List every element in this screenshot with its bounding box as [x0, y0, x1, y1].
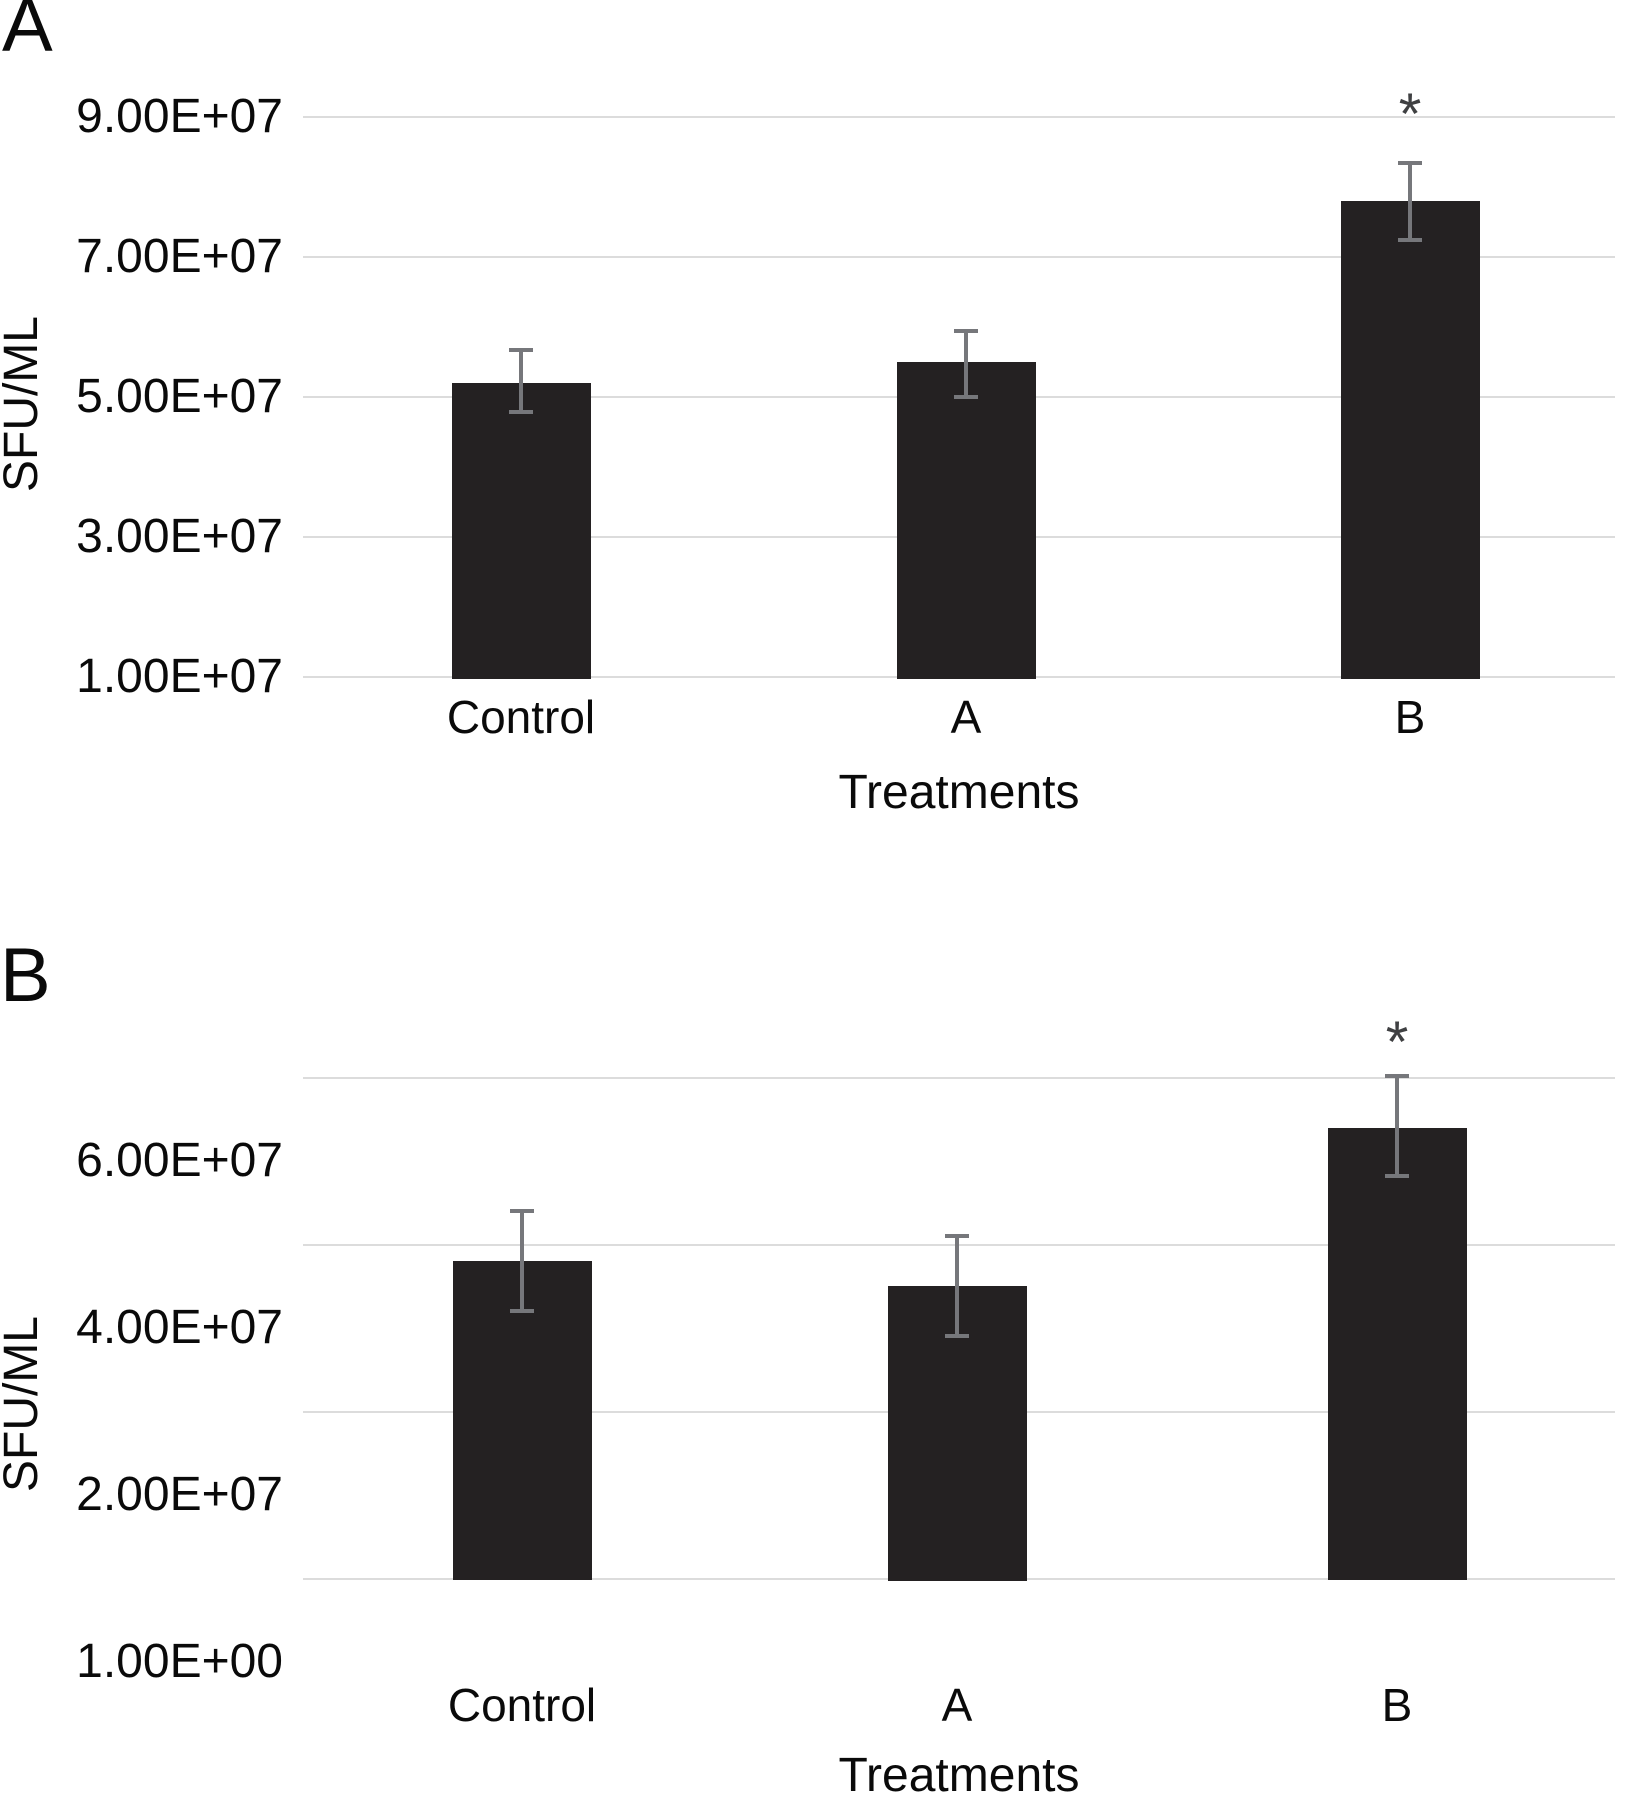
- y-axis-tick-label: 9.00E+07: [76, 90, 283, 143]
- error-bar-line: [519, 350, 523, 412]
- error-bar-line: [520, 1211, 524, 1312]
- y-axis-tick-label: 3.00E+07: [76, 510, 283, 563]
- significance-asterisk: *: [1385, 1010, 1409, 1075]
- x-axis-category-label: Control: [447, 1679, 597, 1731]
- y-axis-tick-label: 7.00E+07: [76, 230, 283, 283]
- error-bar-line: [1395, 1075, 1399, 1177]
- panel-a-y-axis-title: SFU/ML: [0, 316, 48, 493]
- error-bar-top-cap: [1385, 1073, 1409, 1078]
- panel-b-letter: B: [0, 933, 51, 1018]
- panel-b-y-axis-title: SFU/ML: [0, 1316, 48, 1493]
- panel-a-x-axis-title: Treatments: [838, 766, 1080, 819]
- y-axis-tick-label: 6.00E+07: [76, 1134, 283, 1187]
- y-axis-tick-label: 4.00E+07: [76, 1301, 283, 1354]
- bar-b: [1340, 201, 1480, 679]
- y-axis-tick-label: 1.00E+00: [76, 1635, 283, 1688]
- gridline: [303, 1076, 1615, 1079]
- panel-a-letter: A: [2, 0, 53, 68]
- y-axis-tick-label: 5.00E+07: [76, 370, 283, 423]
- x-axis-category-label: A: [941, 1679, 973, 1731]
- error-bar-line: [1408, 162, 1412, 240]
- y-axis-tick-label: 2.00E+07: [76, 1468, 283, 1521]
- x-axis-category-label: B: [1394, 691, 1426, 743]
- x-axis-category-label: A: [950, 691, 982, 743]
- error-bar-top-cap: [1398, 160, 1422, 165]
- error-bar-top-cap: [509, 348, 533, 353]
- gridline: [303, 116, 1615, 118]
- error-bar-bottom-cap: [954, 395, 978, 399]
- gridline: [303, 256, 1615, 258]
- error-bar-bottom-cap: [509, 409, 533, 414]
- error-bar-bottom-cap: [1385, 1174, 1409, 1179]
- y-axis-tick-label: 1.00E+07: [76, 650, 283, 703]
- bar-control: [451, 383, 591, 679]
- error-bar-top-cap: [954, 329, 978, 334]
- error-bar-top-cap: [945, 1234, 969, 1239]
- bar-b: [1327, 1127, 1467, 1581]
- bar-control: [452, 1261, 592, 1581]
- bar-a: [896, 362, 1036, 679]
- x-axis-category-label: B: [1381, 1679, 1413, 1731]
- error-bar-line: [964, 331, 968, 397]
- error-bar-line: [955, 1236, 959, 1337]
- significance-asterisk: *: [1398, 82, 1422, 147]
- error-bar-bottom-cap: [945, 1334, 969, 1339]
- x-axis-category-label: Control: [446, 691, 596, 743]
- panel-b-x-axis-title: Treatments: [838, 1749, 1080, 1798]
- error-bar-bottom-cap: [510, 1309, 534, 1314]
- gridline: [303, 1243, 1615, 1246]
- error-bar-top-cap: [510, 1209, 534, 1214]
- error-bar-bottom-cap: [1398, 237, 1422, 242]
